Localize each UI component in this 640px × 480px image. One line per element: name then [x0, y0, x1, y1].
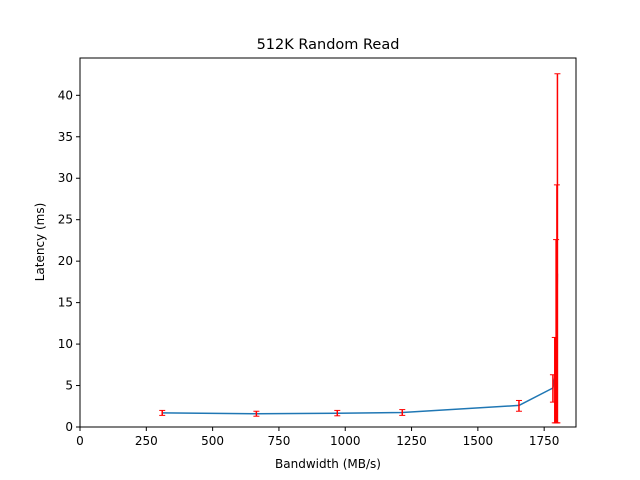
y-tick-label: 30 — [58, 171, 73, 185]
series-line — [162, 273, 559, 415]
x-tick-label: 500 — [201, 434, 224, 448]
y-tick-label: 20 — [58, 254, 73, 268]
y-axis-label: Latency (ms) — [33, 203, 47, 282]
y-axis: 0 5 10 15 20 25 30 35 40 — [58, 88, 80, 434]
x-axis: 0 250 500 750 1000 1250 1500 1750 — [76, 427, 559, 448]
x-axis-label: Bandwidth (MB/s) — [275, 457, 381, 471]
x-tick-label: 1000 — [330, 434, 361, 448]
y-tick-label: 25 — [58, 213, 73, 227]
x-tick-label: 250 — [135, 434, 158, 448]
x-tick-label: 750 — [267, 434, 290, 448]
y-tick-label: 0 — [65, 420, 73, 434]
y-tick-label: 35 — [58, 130, 73, 144]
y-tick-label: 5 — [65, 379, 73, 393]
y-tick-label: 15 — [58, 296, 73, 310]
chart-title: 512K Random Read — [257, 37, 400, 53]
x-tick-label: 1250 — [396, 434, 427, 448]
x-tick-label: 0 — [76, 434, 84, 448]
x-tick-label: 1500 — [463, 434, 494, 448]
y-tick-label: 40 — [58, 88, 73, 102]
x-tick-label: 1750 — [529, 434, 560, 448]
plot-area — [159, 73, 561, 424]
plot-frame — [79, 57, 577, 428]
y-tick-label: 10 — [58, 337, 73, 351]
